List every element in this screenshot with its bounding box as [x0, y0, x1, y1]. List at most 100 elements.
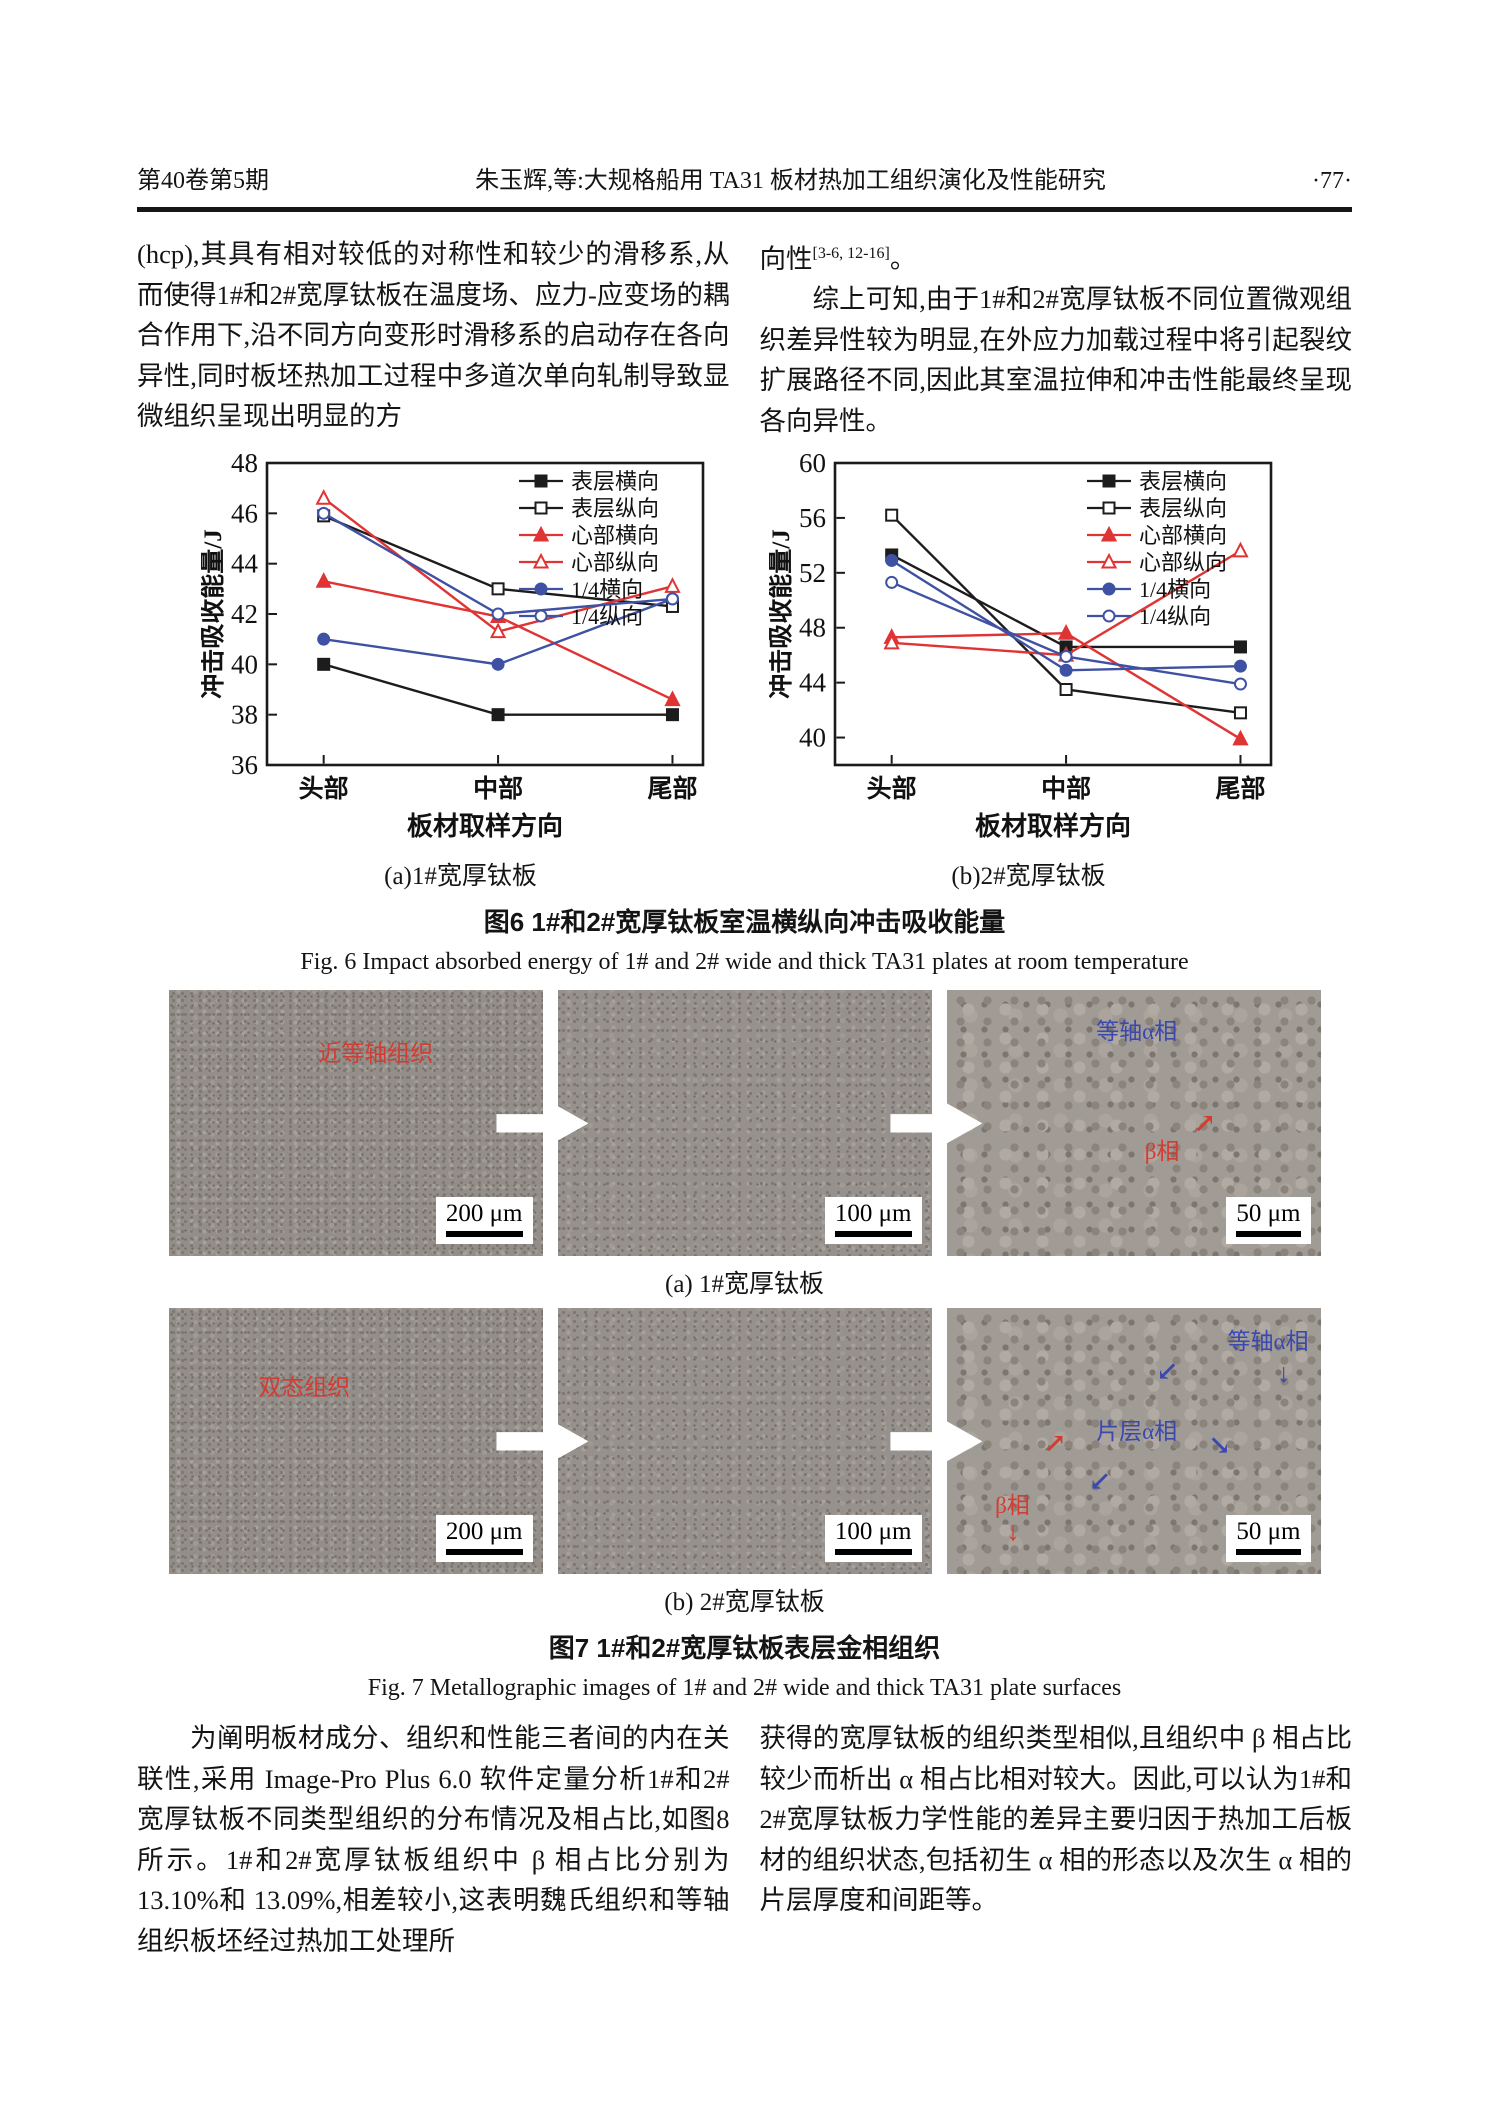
figure-7-caption-cn: 图7 1#和2#宽厚钛板表层金相组织: [548, 1633, 941, 1664]
scalebar-label: 50 μm: [1236, 1200, 1301, 1228]
citation-superscript: [3-6, 12-16]: [812, 245, 890, 262]
right-column: 向性[3-6, 12-16]。 综上可知,由于1#和2#宽厚钛板不同位置微观组织…: [760, 234, 1353, 441]
scalebar-line: [445, 1231, 523, 1238]
svg-text:板材取样方向: 板材取样方向: [974, 811, 1130, 841]
svg-text:头部: 头部: [298, 774, 348, 803]
svg-text:表层纵向: 表层纵向: [571, 496, 659, 521]
scalebar-line: [1236, 1549, 1301, 1556]
paragraph-conclusion: 获得的宽厚钛板的组织类型相似,且组织中 β 相占比较少而析出 α 相占比相对较大…: [759, 1723, 1353, 1916]
figure-6: 36 38 40 42 44 46 48 头部 中部 尾部 板材取样方向 冲击吸收能量/J 表层横向 表层…: [137, 448, 1352, 976]
svg-text:48: 48: [799, 613, 826, 643]
micrograph-b-50um: 等轴α相 ↙ ↓ 片层α相 ↙ ↘ ↗ β相 ↓ 50 μm: [946, 1308, 1321, 1575]
page-number: ·77·: [1312, 168, 1352, 194]
scalebar-line: [1236, 1231, 1301, 1238]
chart-b-wrap: 40 44 48 52 56 60 头部 中部 尾部 板材取样方向 冲击吸收能量/J 表层横向 表层纵向…: [766, 448, 1289, 892]
annotation-dual-structure: 双态组织: [258, 1375, 351, 1401]
svg-text:42: 42: [231, 599, 258, 629]
journal-issue: 第40卷第5期: [137, 168, 269, 194]
figure-7: 近等轴组织 200 μm 100 μm 等轴α相 β相 ↗ 50 μm: [137, 990, 1352, 1702]
annotation-near-equiaxed: 近等轴组织: [318, 1041, 434, 1067]
scalebar-label: 100 μm: [834, 1518, 912, 1546]
svg-text:48: 48: [231, 451, 258, 478]
chart-b-subcaption: (b)2#宽厚钛板: [951, 863, 1106, 891]
svg-text:心部纵向: 心部纵向: [571, 550, 659, 575]
scalebar-50um: 50 μm: [1226, 1515, 1311, 1563]
chart-a-wrap: 36 38 40 42 44 46 48 头部 中部 尾部 板材取样方向 冲击吸收能量/J 表层横向 表层…: [198, 448, 721, 892]
svg-text:中部: 中部: [1041, 774, 1091, 803]
chart-a-subcaption: (a)1#宽厚钛板: [384, 863, 537, 891]
svg-text:尾部: 尾部: [1215, 774, 1265, 803]
scalebar-label: 200 μm: [445, 1518, 523, 1546]
right-column: 获得的宽厚钛板的组织类型相似,且组织中 β 相占比较少而析出 α 相占比相对较大…: [760, 1718, 1353, 1961]
svg-text:冲击吸收能量/J: 冲击吸收能量/J: [769, 530, 795, 699]
micrograph-a-50um: 等轴α相 β相 ↗ 50 μm: [946, 990, 1321, 1257]
figure-6-caption-en: Fig. 6 Impact absorbed energy of 1# and …: [300, 949, 1189, 976]
micrograph-b-100um: 100 μm: [557, 1308, 932, 1575]
svg-text:56: 56: [799, 503, 826, 533]
scalebar-200um: 200 μm: [435, 1515, 533, 1563]
svg-text:38: 38: [231, 700, 258, 730]
svg-text:44: 44: [231, 549, 259, 579]
svg-text:冲击吸收能量/J: 冲击吸收能量/J: [201, 530, 227, 699]
arrow-ne-icon: ↗: [1043, 1428, 1067, 1459]
figure-6-caption-cn: 图6 1#和2#宽厚钛板室温横纵向冲击吸收能量: [483, 907, 1006, 938]
arrow-down-icon: ↓: [1277, 1358, 1291, 1389]
figure-7-caption-en: Fig. 7 Metallographic images of 1# and 2…: [367, 1675, 1122, 1702]
running-title: 朱玉辉,等:大规格船用 TA31 板材热加工组织演化及性能研究: [475, 168, 1106, 194]
annotation-beta-phase: β相: [995, 1493, 1030, 1519]
micrograph-row-b: 双态组织 200 μm 100 μm 等轴α相 ↙ ↓ 片层α相 ↙ ↘ ↗: [168, 1308, 1321, 1575]
svg-text:1/4纵向: 1/4纵向: [571, 604, 643, 629]
svg-text:尾部: 尾部: [647, 774, 697, 803]
charts-row: 36 38 40 42 44 46 48 头部 中部 尾部 板材取样方向 冲击吸收能量/J 表层横向 表层…: [137, 448, 1352, 892]
svg-text:46: 46: [231, 499, 258, 529]
paragraph-analysis: 为阐明板材成分、组织和性能三者间的内在关联性,采用 Image-Pro Plus…: [137, 1723, 730, 1956]
svg-text:44: 44: [799, 668, 827, 698]
scalebar-line: [834, 1549, 912, 1556]
top-text-columns: (hcp),其具有相对较低的对称性和较少的滑移系,从而使得1#和2#宽厚钛板在温…: [137, 234, 1352, 441]
left-column: 为阐明板材成分、组织和性能三者间的内在关联性,采用 Image-Pro Plus…: [137, 1718, 730, 1961]
scalebar-label: 200 μm: [445, 1200, 523, 1228]
arrow-down-icon: ↓: [1006, 1516, 1020, 1547]
scalebar-100um: 100 μm: [824, 1197, 922, 1245]
arrow-sw-icon: ↙: [1088, 1466, 1112, 1497]
annotation-equiaxed-alpha: 等轴α相: [1096, 1019, 1178, 1045]
svg-text:1/4横向: 1/4横向: [1139, 577, 1211, 602]
svg-text:36: 36: [231, 750, 258, 780]
svg-text:52: 52: [799, 558, 826, 588]
svg-text:心部横向: 心部横向: [1139, 523, 1227, 548]
paragraph-hcp: (hcp),其具有相对较低的对称性和较少的滑移系,从而使得1#和2#宽厚钛板在温…: [137, 239, 730, 431]
scalebar-label: 50 μm: [1236, 1518, 1301, 1546]
svg-text:1/4纵向: 1/4纵向: [1139, 604, 1211, 629]
scalebar-100um: 100 μm: [824, 1515, 922, 1563]
svg-text:心部横向: 心部横向: [571, 523, 659, 548]
scalebar-50um: 50 μm: [1226, 1197, 1311, 1245]
scalebar-line: [445, 1549, 523, 1556]
scalebar-label: 100 μm: [834, 1200, 912, 1228]
scalebar-200um: 200 μm: [435, 1197, 533, 1245]
annotation-lamellar-alpha: 片层α相: [1096, 1419, 1178, 1445]
paragraph-refs: 向性[3-6, 12-16]。: [760, 234, 1353, 279]
annotation-beta-phase: β相: [1144, 1139, 1180, 1165]
svg-text:60: 60: [799, 451, 826, 478]
svg-text:表层纵向: 表层纵向: [1139, 496, 1227, 521]
paragraph-summary: 综上可知,由于1#和2#宽厚钛板不同位置微观组织差异性较为明显,在外应力加载过程…: [759, 284, 1353, 436]
arrow-ne-icon: ↗: [1193, 1108, 1216, 1139]
svg-text:心部纵向: 心部纵向: [1139, 550, 1227, 575]
annotation-equiaxed-alpha: 等轴α相: [1227, 1329, 1309, 1355]
svg-text:40: 40: [231, 650, 258, 680]
svg-text:板材取样方向: 板材取样方向: [406, 811, 562, 841]
svg-text:40: 40: [799, 723, 826, 753]
arrow-se-icon: ↘: [1208, 1430, 1231, 1461]
scalebar-line: [834, 1231, 912, 1238]
micrograph-b-200um: 双态组织 200 μm: [168, 1308, 543, 1575]
ref-sentence: 向性: [759, 243, 813, 274]
row-b-caption: (b) 2#宽厚钛板: [664, 1589, 825, 1617]
left-column: (hcp),其具有相对较低的对称性和较少的滑移系,从而使得1#和2#宽厚钛板在温…: [137, 234, 730, 441]
svg-text:中部: 中部: [473, 774, 523, 803]
micrograph-row-a: 近等轴组织 200 μm 100 μm 等轴α相 β相 ↗ 50 μm: [168, 990, 1321, 1257]
micrograph-a-200um: 近等轴组织 200 μm: [168, 990, 543, 1257]
svg-text:头部: 头部: [866, 774, 916, 803]
